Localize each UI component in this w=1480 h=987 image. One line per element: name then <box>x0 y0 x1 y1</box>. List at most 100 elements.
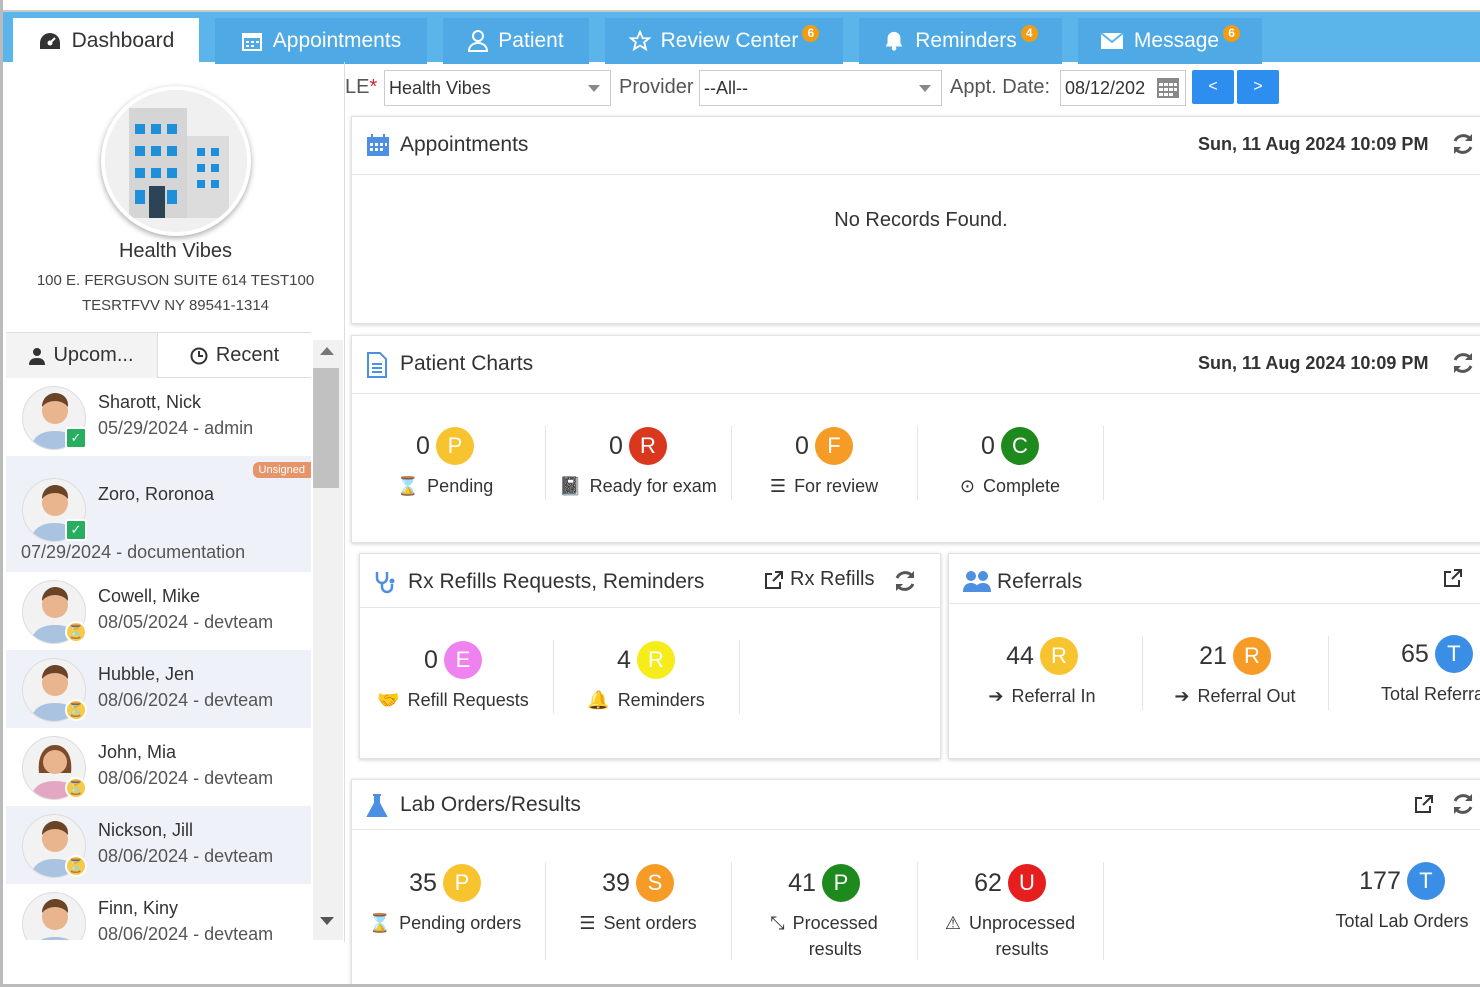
next-date-button[interactable]: > <box>1237 70 1279 104</box>
divider <box>545 862 546 960</box>
tab-dashboard[interactable]: Dashboard <box>13 18 199 64</box>
tab-label: Review Center <box>660 29 799 52</box>
clock-icon <box>190 347 208 364</box>
le-label: LE* <box>345 76 377 99</box>
tab-upcoming[interactable]: Upcom... <box>6 333 158 378</box>
last-updated: Sun, 11 Aug 2024 10:09 PM <box>1198 134 1429 154</box>
patient-row[interactable]: ✓ Sharott, Nick 05/29/2024 - admin <box>6 378 311 456</box>
stat-badge: U <box>1007 864 1046 902</box>
card-header: Referrals <box>949 554 1480 604</box>
stat-processed-results[interactable]: 41 P ⤡ Processed results <box>731 864 917 962</box>
patient-row[interactable]: Finn, Kiny 08/06/2024 - devteam <box>6 884 311 940</box>
stat-label: Processed results <box>793 910 878 962</box>
stat-referral-out[interactable]: 21 R ➔ Referral Out <box>1142 637 1328 709</box>
stat-badge: F <box>814 427 853 465</box>
patient-name: Cowell, Mike <box>98 586 201 606</box>
card-header: Appointments Sun, 11 Aug 2024 10:09 PM <box>352 117 1480 175</box>
reminders-count-badge: 4 <box>1020 24 1038 42</box>
patient-avatar-female-icon <box>31 745 79 799</box>
user-icon <box>468 30 489 52</box>
empty-message: No Records Found. <box>834 209 1008 231</box>
stat-label: Total Lab Orders <box>1335 911 1469 931</box>
divider <box>739 640 740 714</box>
prev-date-button[interactable]: < <box>1192 70 1234 104</box>
referrals-card: Referrals 44 R ➔ Referral In 21 R ➔ Referral… <box>948 553 1480 759</box>
appt-date-input[interactable]: 08/12/202 <box>1060 70 1186 106</box>
external-link-icon[interactable] <box>1443 568 1463 588</box>
divider <box>1103 862 1104 960</box>
card-title: Rx Refills Requests, Reminders <box>408 570 705 593</box>
patient-row[interactable]: ⏳ Cowell, Mike 08/05/2024 - devteam <box>6 572 311 650</box>
patient-name: Zoro, Roronoa <box>98 484 215 504</box>
stat-total-referrals[interactable]: 65 T Total Referra <box>1349 635 1480 707</box>
refresh-icon[interactable] <box>1450 791 1476 817</box>
tab-appointments[interactable]: Appointments <box>215 18 427 64</box>
stat-pending-orders[interactable]: 35 P ⌛ Pending orders <box>352 864 538 936</box>
divider <box>553 640 554 714</box>
le-label-text: LE <box>345 76 370 98</box>
refresh-icon[interactable] <box>892 568 918 594</box>
patient-charts-card: Patient Charts Sun, 11 Aug 2024 10:09 PM… <box>351 335 1480 543</box>
stat-unprocessed-results[interactable]: 62 U ⚠ Unprocessed results <box>917 864 1103 962</box>
divider <box>545 426 546 500</box>
calendar-grid-icon[interactable] <box>1157 78 1179 98</box>
patient-row[interactable]: ⏳ John, Mia 08/06/2024 - devteam <box>6 728 311 806</box>
unsigned-tag: Unsigned <box>252 462 311 478</box>
stat-label: Referral In <box>1011 686 1096 706</box>
patient-row[interactable]: ⏳ Nickson, Jill 08/06/2024 - devteam <box>6 806 311 884</box>
tab-label: Message <box>1133 29 1220 52</box>
stat-value: 177 <box>1359 866 1401 895</box>
le-select-value: Health Vibes <box>389 78 491 98</box>
scroll-down-icon[interactable] <box>320 916 334 926</box>
appointments-card: Appointments Sun, 11 Aug 2024 10:09 PM N… <box>351 116 1480 324</box>
patient-row[interactable]: ⏳ Hubble, Jen 08/06/2024 - devteam <box>6 650 311 728</box>
appt-date-label: Appt. Date: <box>950 76 1051 98</box>
stat-label-line2: results <box>808 939 862 959</box>
stat-sent-orders[interactable]: 39 S ☰ Sent orders <box>545 864 731 936</box>
stat-referral-in[interactable]: 44 R ➔ Referral In <box>949 637 1135 709</box>
stat-total-lab-orders[interactable]: 177 T Total Lab Orders <box>1312 862 1480 934</box>
patient-name: Nickson, Jill <box>98 820 194 840</box>
tab-reminders[interactable]: Reminders 4 <box>859 18 1062 64</box>
stat-badge: R <box>1232 637 1271 675</box>
list-icon: ☰ <box>579 913 596 933</box>
refresh-icon[interactable] <box>1450 131 1476 157</box>
bell-icon <box>885 31 903 51</box>
appt-date-value: 08/12/202 <box>1065 78 1146 98</box>
stat-badge: P <box>435 427 474 465</box>
patient-list-scrollbar[interactable] <box>313 340 343 940</box>
rx-refills-link[interactable]: Rx Refills <box>764 568 874 591</box>
stat-badge: S <box>635 864 674 902</box>
patient-list: ✓ Sharott, Nick 05/29/2024 - admin Unsig… <box>6 378 311 940</box>
pending-icon: ⏳ <box>65 777 87 799</box>
tab-patient[interactable]: Patient <box>443 18 589 64</box>
handshake-icon: 🤝 <box>377 690 400 710</box>
hourglass-icon: ⌛ <box>396 476 420 496</box>
arrow-out-icon: ➔ <box>1174 686 1190 706</box>
user-doctor-icon <box>29 347 46 365</box>
external-link-icon[interactable] <box>1414 794 1434 814</box>
tab-message[interactable]: Message 6 <box>1078 18 1262 64</box>
stethoscope-icon <box>375 572 395 594</box>
provider-select[interactable]: --All-- <box>699 70 942 106</box>
users-icon <box>963 571 991 592</box>
tab-recent[interactable]: Recent <box>158 333 311 378</box>
rx-refills-label: Rx Refills <box>790 568 875 590</box>
checked-icon: ✓ <box>65 519 87 541</box>
org-address-line2: TESRTFVV NY 89541-1314 <box>81 297 270 314</box>
card-title: Appointments <box>400 133 529 156</box>
stat-badge: E <box>443 641 482 679</box>
refresh-icon[interactable] <box>1450 350 1476 376</box>
tab-review-center[interactable]: Review Center 6 <box>605 18 843 64</box>
stat-badge: R <box>636 641 675 679</box>
le-select[interactable]: Health Vibes <box>384 70 611 106</box>
scroll-up-icon[interactable] <box>320 346 334 356</box>
scrollbar-thumb[interactable] <box>313 368 339 488</box>
patient-row[interactable]: Unsigned ✓ Zoro, Roronoa 07/29/2024 - do… <box>6 456 311 572</box>
